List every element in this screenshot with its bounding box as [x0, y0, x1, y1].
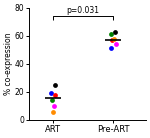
Point [113, 37, 115, 40]
Point [54, 94, 57, 96]
Point [51, 110, 54, 113]
Point [114, 30, 117, 33]
Point [115, 43, 117, 45]
Point [51, 99, 53, 101]
Point [50, 92, 52, 94]
Point [109, 33, 112, 35]
Text: p=0.031: p=0.031 [66, 6, 99, 15]
Point [54, 84, 56, 86]
Point [111, 39, 114, 41]
Point [110, 47, 112, 50]
Y-axis label: % co-expression: % co-expression [4, 33, 13, 95]
Point [53, 105, 56, 107]
